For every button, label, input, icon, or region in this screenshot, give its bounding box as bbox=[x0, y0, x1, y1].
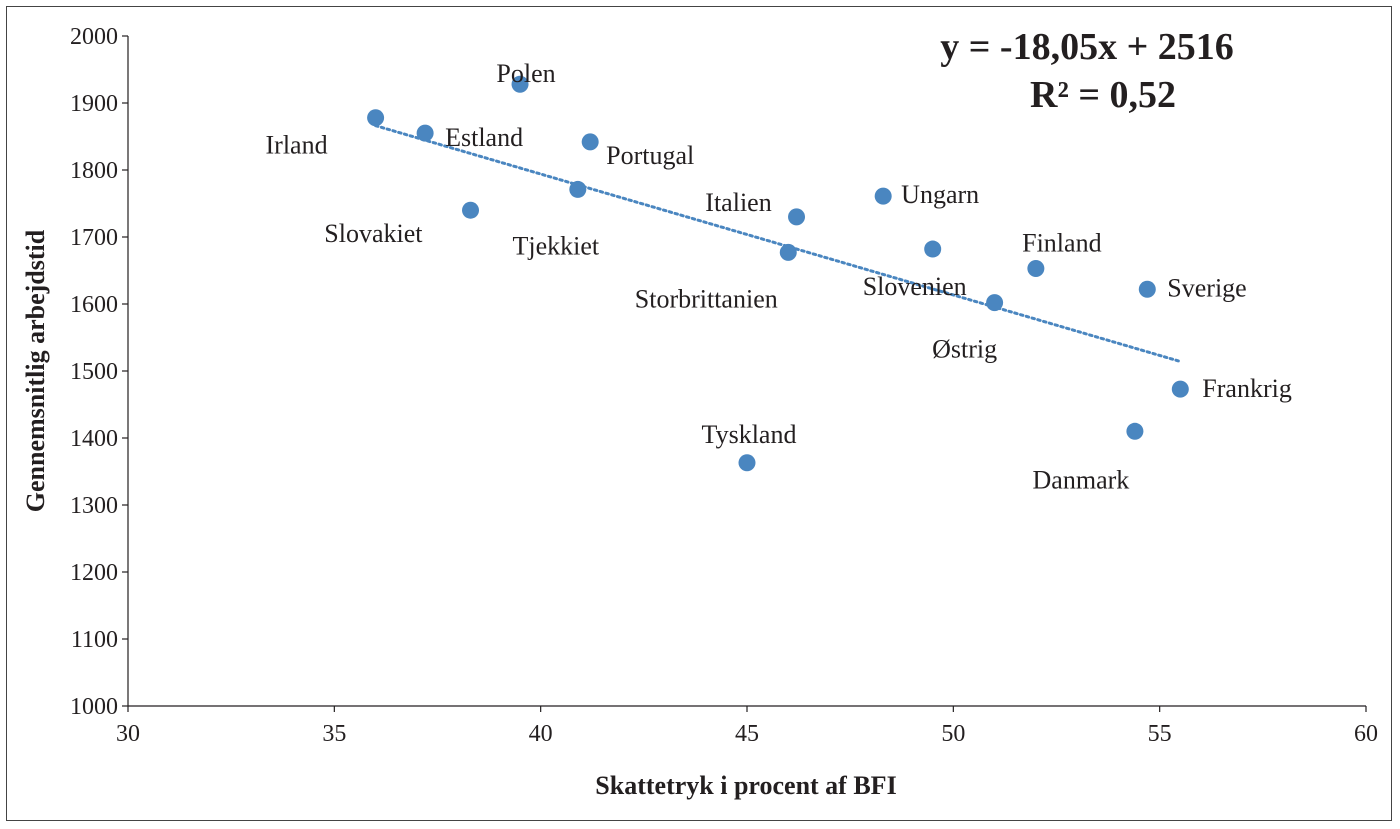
x-axis-title: Skattetryk i procent af BFI bbox=[595, 771, 896, 800]
point-label: Tyskland bbox=[702, 420, 797, 449]
y-tick-label: 1300 bbox=[70, 493, 118, 519]
point-label: Portugal bbox=[606, 141, 694, 170]
x-tick-label: 35 bbox=[322, 721, 346, 747]
data-point bbox=[462, 201, 480, 219]
data-point bbox=[874, 187, 892, 205]
chart-frame bbox=[6, 6, 1392, 821]
data-point bbox=[788, 208, 806, 226]
trend-r-squared: R² = 0,52 bbox=[1030, 74, 1176, 116]
data-point bbox=[986, 294, 1004, 312]
x-axis-ticks: 30 35 40 45 50 55 60 bbox=[116, 706, 1378, 747]
point-label: Irland bbox=[266, 131, 328, 160]
data-point bbox=[367, 109, 385, 127]
data-point bbox=[738, 454, 756, 472]
x-tick-label: 55 bbox=[1148, 721, 1172, 747]
point-label: Østrig bbox=[932, 335, 997, 364]
point-label: Finland bbox=[1022, 228, 1101, 257]
point-label: Danmark bbox=[1033, 465, 1130, 494]
data-point bbox=[416, 124, 434, 142]
x-tick-label: 40 bbox=[529, 721, 553, 747]
data-point bbox=[924, 240, 942, 258]
data-point bbox=[569, 180, 587, 198]
point-label: Estland bbox=[445, 123, 523, 152]
data-point bbox=[511, 75, 529, 93]
trend-equation: y = -18,05x + 2516 bbox=[940, 26, 1233, 68]
y-tick-label: 1800 bbox=[70, 158, 118, 184]
x-tick-label: 50 bbox=[941, 721, 965, 747]
data-point bbox=[1138, 280, 1156, 298]
point-label: Storbrittanien bbox=[635, 284, 778, 313]
data-points bbox=[367, 75, 1189, 472]
y-tick-label: 1600 bbox=[70, 292, 118, 318]
point-label: Frankrig bbox=[1202, 374, 1292, 403]
point-label: Tjekkiet bbox=[512, 231, 599, 260]
y-tick-label: 1200 bbox=[70, 560, 118, 586]
point-label: Slovenien bbox=[863, 272, 967, 301]
y-tick-label: 1500 bbox=[70, 359, 118, 385]
trendline-group bbox=[374, 124, 1182, 363]
x-tick-label: 45 bbox=[735, 721, 759, 747]
point-label: Sverige bbox=[1167, 273, 1246, 302]
x-tick-label: 60 bbox=[1354, 721, 1378, 747]
y-tick-label: 1900 bbox=[70, 91, 118, 117]
data-point bbox=[779, 243, 797, 261]
y-tick-label: 1100 bbox=[71, 627, 118, 653]
y-tick-label: 1000 bbox=[70, 694, 118, 720]
trendline bbox=[374, 124, 1182, 363]
y-tick-label: 2000 bbox=[70, 24, 118, 50]
point-label: Ungarn bbox=[901, 180, 979, 209]
data-point bbox=[1126, 422, 1144, 440]
data-point bbox=[1171, 380, 1189, 398]
data-point bbox=[1027, 259, 1045, 277]
y-tick-label: 1400 bbox=[70, 426, 118, 452]
point-label: Polen bbox=[496, 59, 555, 88]
y-axis-ticks: 1000 1100 1200 1300 1400 1500 1600 1700 1800 1900… bbox=[70, 24, 128, 720]
point-label: Slovakiet bbox=[324, 219, 423, 248]
x-tick-label: 30 bbox=[116, 721, 140, 747]
y-tick-label: 1700 bbox=[70, 225, 118, 251]
data-point bbox=[581, 133, 599, 151]
y-axis-title: Gennemsnitlig arbejdstid bbox=[21, 229, 50, 512]
point-label: Italien bbox=[705, 188, 771, 217]
point-labels: Irland Estland Polen Slovakiet Tjekkiet Portu… bbox=[266, 59, 1292, 494]
